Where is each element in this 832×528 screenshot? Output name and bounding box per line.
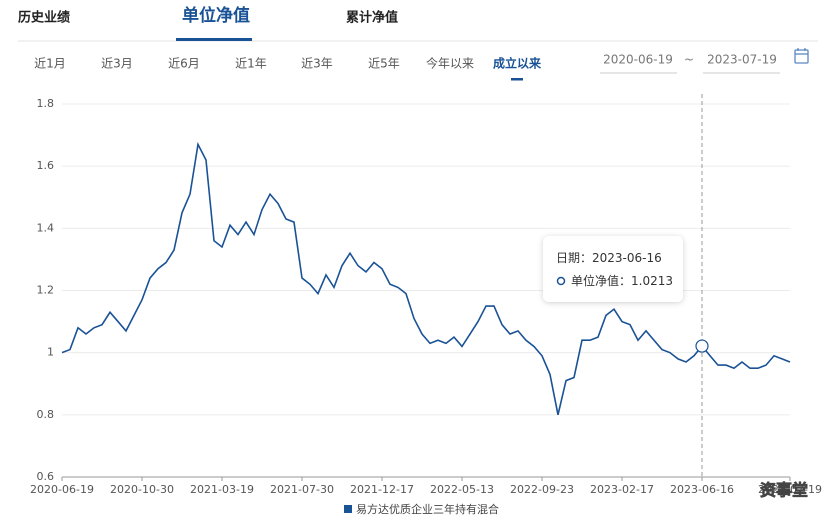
range-button[interactable]: 近5年 — [368, 57, 400, 71]
x-tick-label: 2023-02-17 — [590, 483, 654, 496]
tooltip-marker — [556, 276, 566, 286]
y-tick-label: 1.2 — [37, 284, 55, 297]
x-tick-label: 2023-06-16 — [670, 483, 734, 496]
tooltip-value-number: 1.0213 — [631, 274, 673, 288]
line-series — [61, 141, 791, 416]
range-underline — [511, 78, 523, 81]
legend-swatch — [344, 505, 352, 513]
tooltip-value: 单位净值：1.0213 — [571, 273, 673, 288]
x-tick-label: 2020-06-19 — [30, 483, 94, 496]
range-buttons: 近1月 近3月 近6月 近1年 近3年 近5年 今年以来 成立以来 — [34, 56, 542, 81]
date-separator: ~ — [684, 53, 694, 67]
hover-point — [695, 339, 709, 353]
x-tick-label: 2021-07-30 — [270, 483, 334, 496]
tab[interactable]: 累计净值 — [346, 10, 398, 26]
tooltip-date-value: 2023-06-16 — [592, 251, 662, 265]
range-button[interactable]: 近1月 — [34, 57, 66, 71]
tab-underline — [176, 38, 252, 41]
range-button[interactable]: 近6月 — [168, 57, 200, 71]
tab[interactable]: 历史业绩 — [18, 10, 70, 26]
tooltip-date: 日期：2023-06-16 — [556, 251, 662, 265]
tooltip-date-label: 日期： — [556, 251, 592, 265]
x-tick-label: 2021-03-19 — [190, 483, 254, 496]
chart: 0.6 0.8 1 1.2 1.4 1.6 1.8 2020-06-19 2020-10-30 2… — [30, 94, 822, 516]
y-tick-label: 1.6 — [37, 159, 55, 172]
range-button[interactable]: 近3年 — [301, 57, 333, 71]
range-button[interactable]: 近3月 — [101, 57, 133, 71]
date-start[interactable]: 2020-06-19 — [603, 53, 673, 67]
y-tick-label: 1.4 — [37, 221, 55, 234]
range-button[interactable]: 今年以来 — [426, 56, 474, 71]
x-tick-label: 2020-10-30 — [110, 483, 174, 496]
y-tick-label: 1.8 — [37, 97, 55, 110]
date-end[interactable]: 2023-07-19 — [707, 53, 777, 67]
range-button[interactable]: 成立以来 — [493, 56, 542, 71]
calendar-icon[interactable] — [794, 48, 809, 64]
x-tick-label: 2021-12-17 — [350, 483, 414, 496]
tooltip — [543, 236, 683, 302]
tab-active[interactable]: 单位净值 — [182, 5, 250, 26]
y-tick-label: 0.8 — [37, 408, 55, 421]
watermark: 资事堂 — [760, 481, 808, 500]
x-tick-label: 2022-05-13 — [430, 483, 494, 496]
y-tick-label: 0.6 — [37, 470, 55, 483]
x-tick-label: 2022-09-23 — [510, 483, 574, 496]
legend-label: 易方达优质企业三年持有混合 — [356, 502, 499, 516]
range-button[interactable]: 近1年 — [235, 57, 267, 71]
tooltip-value-label: 单位净值： — [571, 273, 631, 288]
x-tick-label: 2023-07-19 — [758, 483, 822, 496]
y-tick-label: 1 — [47, 346, 54, 359]
